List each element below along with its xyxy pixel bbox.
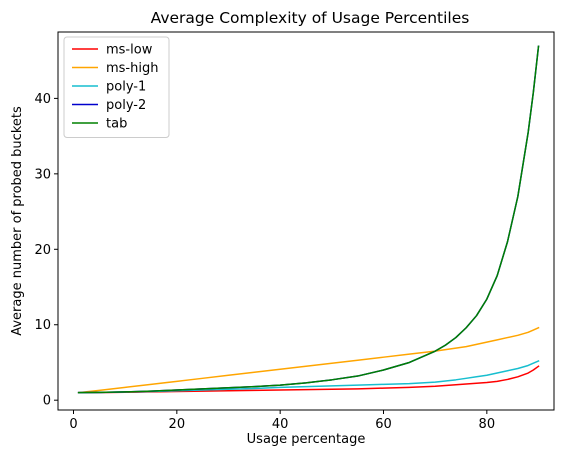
series-line-ms-high xyxy=(77,326,540,394)
plot-frame xyxy=(57,31,555,411)
x-tick-label-20: 20 xyxy=(169,417,186,432)
y-tick-label-40: 40 xyxy=(34,92,51,107)
series-line-ms-low xyxy=(77,365,540,394)
x-tick-label-40: 40 xyxy=(272,417,289,432)
legend: ms-low ms-high poly-1 poly-2 tab xyxy=(63,36,170,138)
y-tick-label-0: 0 xyxy=(43,394,51,409)
y-tick-label-20: 20 xyxy=(34,243,51,258)
legend-label-poly-2: poly-2 xyxy=(106,98,146,113)
legend-label-poly-1: poly-1 xyxy=(106,80,146,95)
series-layer xyxy=(77,45,540,394)
y-axis-ticks: 0 10 20 30 40 xyxy=(34,92,58,409)
x-axis-ticks: 0 20 40 60 80 xyxy=(69,410,495,432)
legend-label-tab: tab xyxy=(106,117,127,132)
legend-label-ms-low: ms-low xyxy=(106,43,153,58)
x-tick-label-0: 0 xyxy=(69,417,77,432)
series-line-tab xyxy=(77,45,540,394)
series-line-poly-1 xyxy=(77,359,540,394)
legend-box xyxy=(63,36,170,138)
x-tick-label-60: 60 xyxy=(375,417,392,432)
chart-title: Average Complexity of Usage Percentiles xyxy=(151,9,470,27)
x-axis-label: Usage percentage xyxy=(247,432,366,447)
y-tick-label-30: 30 xyxy=(34,167,51,182)
legend-label-ms-high: ms-high xyxy=(106,61,158,76)
y-axis-label: Average number of probed buckets xyxy=(10,106,25,336)
x-tick-label-80: 80 xyxy=(479,417,496,432)
y-tick-label-10: 10 xyxy=(34,318,51,333)
